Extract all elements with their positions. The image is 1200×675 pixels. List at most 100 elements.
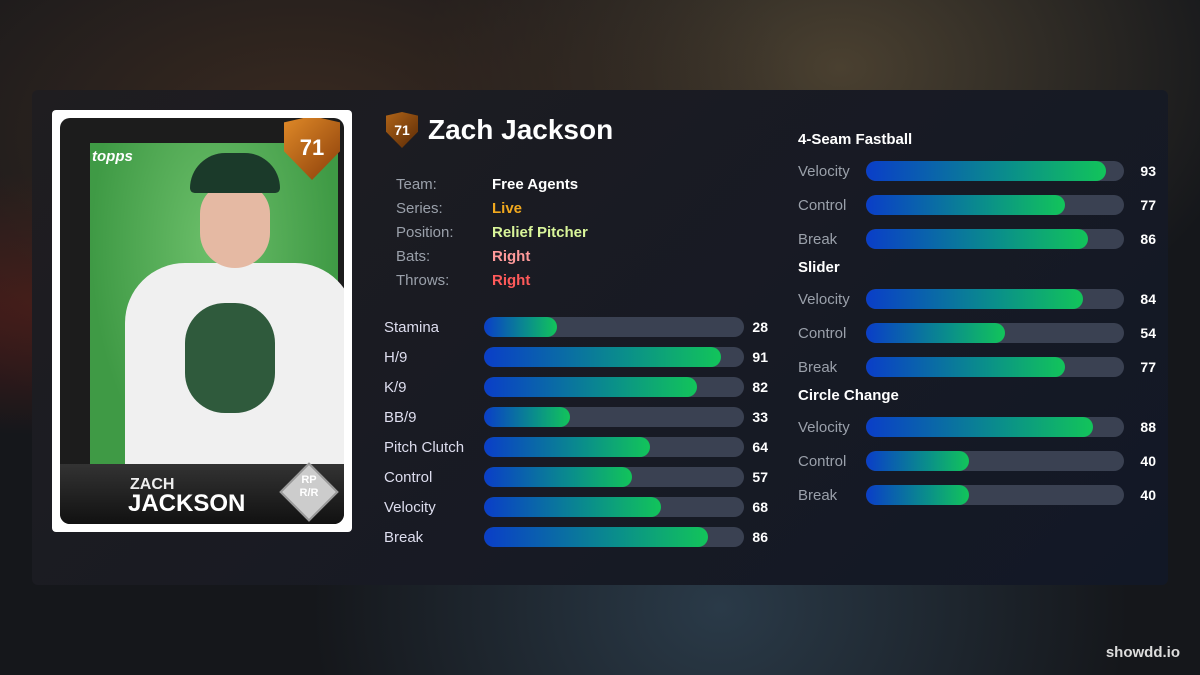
pitch-attr-label: Control: [798, 324, 847, 342]
info-value: Right: [492, 247, 531, 265]
stat-bar-track: [484, 347, 744, 367]
stat-value: 28: [752, 319, 768, 335]
stat-label: Break: [384, 528, 424, 546]
stat-bar-track: [484, 407, 744, 427]
stat-bar-track: [866, 417, 1124, 437]
topps-logo: topps: [92, 148, 133, 165]
pitch-attr-row: Break 86: [798, 222, 1156, 256]
stat-bar-track: [866, 195, 1124, 215]
stat-bar-fill: [484, 347, 721, 367]
stat-bar-fill: [484, 467, 633, 487]
info-label: Throws:: [396, 271, 450, 289]
pitch-attr-row: Velocity 84: [798, 282, 1156, 316]
stat-bar-track: [866, 485, 1124, 505]
pitch-attr-row: Control 77: [798, 188, 1156, 222]
pitch-name: Circle Change: [798, 387, 899, 404]
stat-bar-fill: [866, 323, 1006, 343]
pitch-attr-value: 88: [1140, 419, 1156, 435]
pitch-attr-value: 93: [1140, 163, 1156, 179]
stat-value: 68: [752, 499, 768, 515]
pitch-attr-row: Velocity 93: [798, 154, 1156, 188]
stat-bar-track: [866, 357, 1124, 377]
card-last-name: JACKSON: [128, 490, 246, 517]
stat-bar-fill: [866, 289, 1083, 309]
stat-label: Stamina: [384, 318, 440, 336]
stat-bar-fill: [866, 161, 1106, 181]
stat-bar-track: [866, 289, 1124, 309]
pitch-attr-row: Break 40: [798, 478, 1156, 512]
pitch-attr-label: Break: [798, 230, 838, 248]
card-handedness: R/R: [299, 487, 319, 499]
pitch-attr-row: Break 77: [798, 350, 1156, 384]
pitch-name: 4-Seam Fastball: [798, 131, 913, 148]
stat-bar-track: [484, 317, 744, 337]
pitch-attr-row: Velocity 88: [798, 410, 1156, 444]
stat-value: 33: [752, 409, 768, 425]
info-row: Position: Relief Pitcher: [396, 220, 588, 244]
stat-bar-fill: [866, 229, 1088, 249]
pitch-attr-label: Control: [798, 452, 847, 470]
stat-bar-fill: [866, 357, 1065, 377]
info-label: Team:: [396, 175, 437, 193]
stat-bar-fill: [484, 437, 651, 457]
info-label: Series:: [396, 199, 443, 217]
stat-bar-fill: [484, 377, 698, 397]
pitch-attr-value: 77: [1140, 197, 1156, 213]
stat-bar-track: [484, 467, 744, 487]
card-position: RP: [301, 474, 317, 486]
stat-row: H/9 91: [384, 342, 768, 372]
info-row: Team: Free Agents: [396, 172, 588, 196]
stat-label: Pitch Clutch: [384, 438, 465, 456]
stat-bar-fill: [866, 485, 970, 505]
info-value: Free Agents: [492, 175, 579, 193]
pitch-attr-value: 54: [1140, 325, 1156, 341]
stat-bar-track: [484, 497, 744, 517]
stat-row: Stamina 28: [384, 312, 768, 342]
stat-value: 91: [752, 349, 768, 365]
info-value: Relief Pitcher: [492, 223, 588, 241]
player-name: Zach Jackson: [428, 114, 614, 145]
stat-row: Break 86: [384, 522, 768, 552]
player-card: topps 71 ZACH JACKSON RP R/R: [52, 110, 352, 532]
stat-row: Control 57: [384, 462, 768, 492]
pitch-attr-label: Break: [798, 486, 838, 504]
pitch-attr-label: Velocity: [798, 290, 850, 308]
stat-bar-fill: [484, 407, 570, 427]
pitch-repertoire: 4-Seam Fastball Velocity 93 Control 77 Break 8…: [798, 128, 1156, 512]
pitch-attr-label: Velocity: [798, 418, 850, 436]
stat-bar-track: [866, 229, 1124, 249]
info-value: Right: [492, 271, 531, 289]
player-photo: [90, 143, 344, 503]
player-info: Team: Free Agents Series: Live Position: Reli…: [396, 172, 588, 292]
stat-value: 57: [752, 469, 768, 485]
stat-bar-track: [866, 161, 1124, 181]
rating-badge: 71: [386, 112, 418, 148]
stat-value: 64: [752, 439, 768, 455]
stat-bar-fill: [484, 527, 708, 547]
stat-row: Velocity 68: [384, 492, 768, 522]
stat-value: 82: [752, 379, 768, 395]
pitch-attr-row: Control 40: [798, 444, 1156, 478]
info-row: Bats: Right: [396, 244, 588, 268]
stat-row: Pitch Clutch 64: [384, 432, 768, 462]
pitcher-stats: Stamina 28 H/9 91 K/9 82 BB/9 33 Pitch Clutch 64 C…: [384, 312, 768, 552]
info-label: Position:: [396, 223, 454, 241]
stat-bar-fill: [484, 317, 557, 337]
stat-bar-fill: [866, 451, 970, 471]
pitch-name: Slider: [798, 259, 840, 276]
stat-bar-fill: [866, 417, 1094, 437]
pitch-attr-label: Control: [798, 196, 847, 214]
info-value: Live: [492, 199, 523, 217]
pitch-attr-value: 40: [1140, 487, 1156, 503]
pitch-attr-value: 84: [1140, 291, 1156, 307]
stat-label: Velocity: [384, 498, 436, 516]
stat-bar-track: [484, 377, 744, 397]
stat-bar-track: [866, 451, 1124, 471]
stat-label: H/9: [384, 348, 408, 366]
stat-label: Control: [384, 468, 433, 486]
watermark: showdd.io: [1105, 644, 1180, 661]
stat-bar-track: [484, 437, 744, 457]
stat-value: 86: [752, 529, 768, 545]
info-row: Throws: Right: [396, 268, 588, 292]
stat-row: BB/9 33: [384, 402, 768, 432]
